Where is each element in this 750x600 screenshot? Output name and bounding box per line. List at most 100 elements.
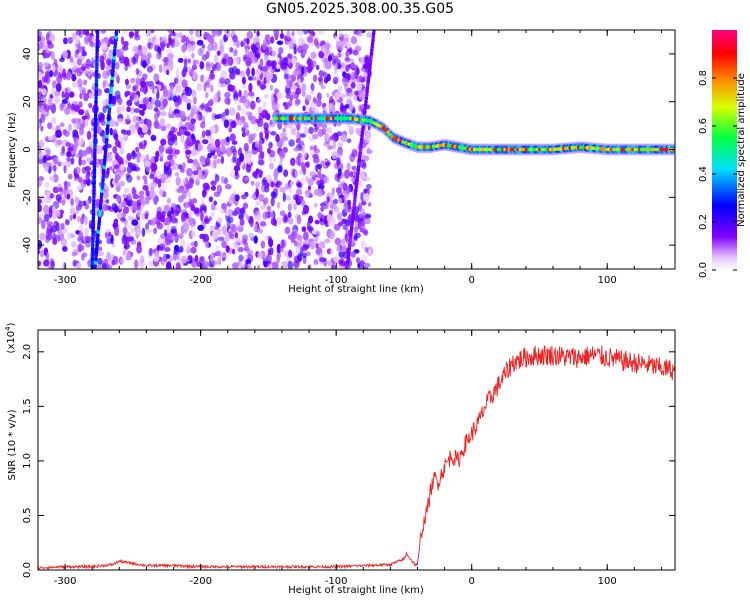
heatmap-cell [277,53,282,58]
heatmap-cell [140,204,144,210]
heatmap-cell [367,202,372,207]
heatmap-cell [346,87,353,94]
heatmap-cell [138,118,145,125]
heatmap-cell [312,153,319,159]
heatmap-cell [278,47,284,55]
heatmap-cell [219,77,225,84]
heatmap-cell [315,230,321,238]
heatmap-cell [324,238,331,244]
heatmap-cell [67,173,73,180]
heatmap-cell [309,145,314,151]
heatmap-cell [140,238,146,243]
heatmap-cell [241,131,246,138]
heatmap-cell [246,250,254,255]
heatmap-cell [181,70,187,78]
y-tick-label: 20 [22,95,33,108]
heatmap-cell [117,117,124,124]
heatmap-cell [38,91,43,101]
heatmap-cell [196,39,204,46]
heatmap-cell [234,169,239,176]
heatmap-cell [124,159,129,165]
heatmap-cell [193,97,197,105]
heatmap-cell [75,262,82,269]
colorbar: 0.0 0.2 0.4 0.6 0.8 Normalized spectral ampl… [698,30,747,278]
heatmap-cell [312,74,318,83]
y-tick-label: 40 [22,48,33,61]
heatmap-cell [284,183,291,190]
heatmap-cell [270,36,275,44]
heatmap-cell [70,205,75,213]
heatmap-cell [223,177,228,185]
heatmap-cell [353,235,358,241]
heatmap-cell [87,262,91,268]
heatmap-cell [230,193,236,202]
heatmap-cell [138,190,145,196]
heatmap-cell [193,207,200,214]
heatmap-cell [212,230,219,240]
heatmap-cell [187,255,193,261]
heatmap-cell [288,99,293,107]
heatmap-cell [243,142,249,152]
heatmap-cell [50,116,57,124]
heatmap-cell [262,43,267,51]
heatmap-cell [337,197,343,205]
heatmap-cell [244,176,249,182]
heatmap-cell [187,58,192,64]
heatmap-cell [203,112,208,119]
heatmap-cell [72,60,78,70]
heatmap-cell [309,171,317,178]
heatmap-cell [237,119,243,126]
heatmap-cell [180,135,185,144]
heatmap-cell [265,174,272,183]
heatmap-cell [317,171,322,178]
heatmap-cell [47,99,52,105]
heatmap-cell [104,231,108,239]
heatmap-cell [268,162,274,170]
heatmap-cell [209,84,214,93]
heatmap-cell [122,193,127,199]
heatmap-cell [119,146,125,155]
heatmap-cell [334,62,338,70]
heatmap-cell [46,229,50,235]
heatmap-cell [139,77,146,87]
colorbar-tick-label: 0.2 [698,214,709,230]
heatmap-cell [127,215,134,221]
x-tick-label: -100 [325,275,348,286]
heatmap-cell [298,37,305,46]
heatmap-cell [232,262,239,269]
heatmap-cell [61,161,66,166]
heatmap-cell [257,169,262,176]
heatmap-cell [296,234,302,241]
heatmap-cell [297,253,303,262]
heatmap-cell [65,131,70,138]
heatmap-cell [43,213,50,223]
heatmap-cell [349,63,357,69]
heatmap-cell [257,106,263,114]
heatmap-cell [133,108,141,113]
heatmap-cell [104,185,109,190]
heatmap-cell [262,39,268,45]
heatmap-cell [207,100,214,107]
heatmap-cell [245,111,252,116]
heatmap-cell [311,60,317,68]
heatmap-cell [158,188,164,197]
heatmap-cell [180,38,186,43]
heatmap-cell [148,247,153,256]
spectrogram-ylabel: Frequency (Hz) [7,112,18,188]
heatmap-cell [104,88,111,94]
heatmap-cell [315,64,320,71]
heatmap-cell [40,98,47,104]
heatmap-cell [293,147,299,152]
heatmap-cell [293,260,300,269]
heatmap-cell [240,95,247,104]
heatmap-cell [203,218,210,224]
heatmap-cell [114,226,120,237]
heatmap-cell [85,173,90,181]
heatmap-cell [326,92,330,98]
heatmap-cell [179,110,186,120]
heatmap-cell [332,58,336,66]
heatmap-cell [224,78,231,85]
heatmap-cell [364,176,371,182]
heatmap-cell [330,263,336,269]
heatmap-cell [166,224,170,233]
